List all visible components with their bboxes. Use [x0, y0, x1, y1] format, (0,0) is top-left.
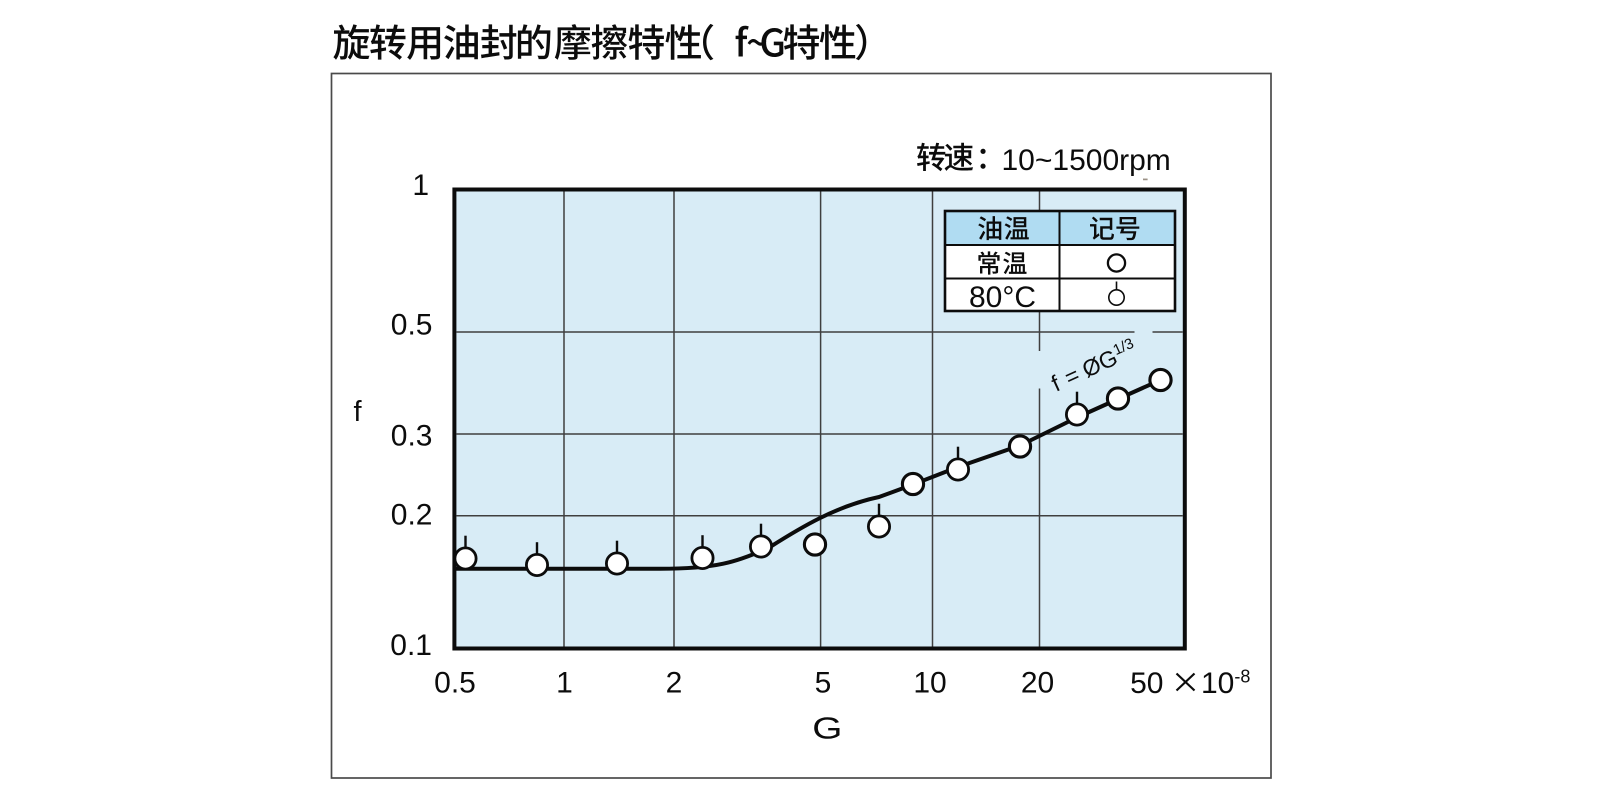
svg-text:0.5: 0.5: [391, 309, 433, 342]
svg-text:20: 20: [1021, 667, 1054, 700]
svg-text:5: 5: [815, 667, 832, 700]
svg-text:80°C: 80°C: [969, 281, 1036, 314]
svg-text:f: f: [353, 396, 362, 428]
svg-text:1: 1: [556, 667, 573, 700]
svg-text:0.5: 0.5: [434, 667, 476, 700]
svg-text:0.3: 0.3: [391, 420, 433, 453]
svg-text:50: 50: [1130, 667, 1163, 700]
svg-text:10~1500rpm: 10~1500rpm: [1002, 144, 1171, 177]
svg-text:0.2: 0.2: [391, 499, 433, 532]
svg-text:2: 2: [666, 667, 683, 700]
svg-text:G: G: [812, 711, 842, 745]
svg-text:10: 10: [913, 667, 946, 700]
svg-text:1: 1: [412, 169, 429, 202]
svg-text:0.1: 0.1: [390, 629, 432, 662]
